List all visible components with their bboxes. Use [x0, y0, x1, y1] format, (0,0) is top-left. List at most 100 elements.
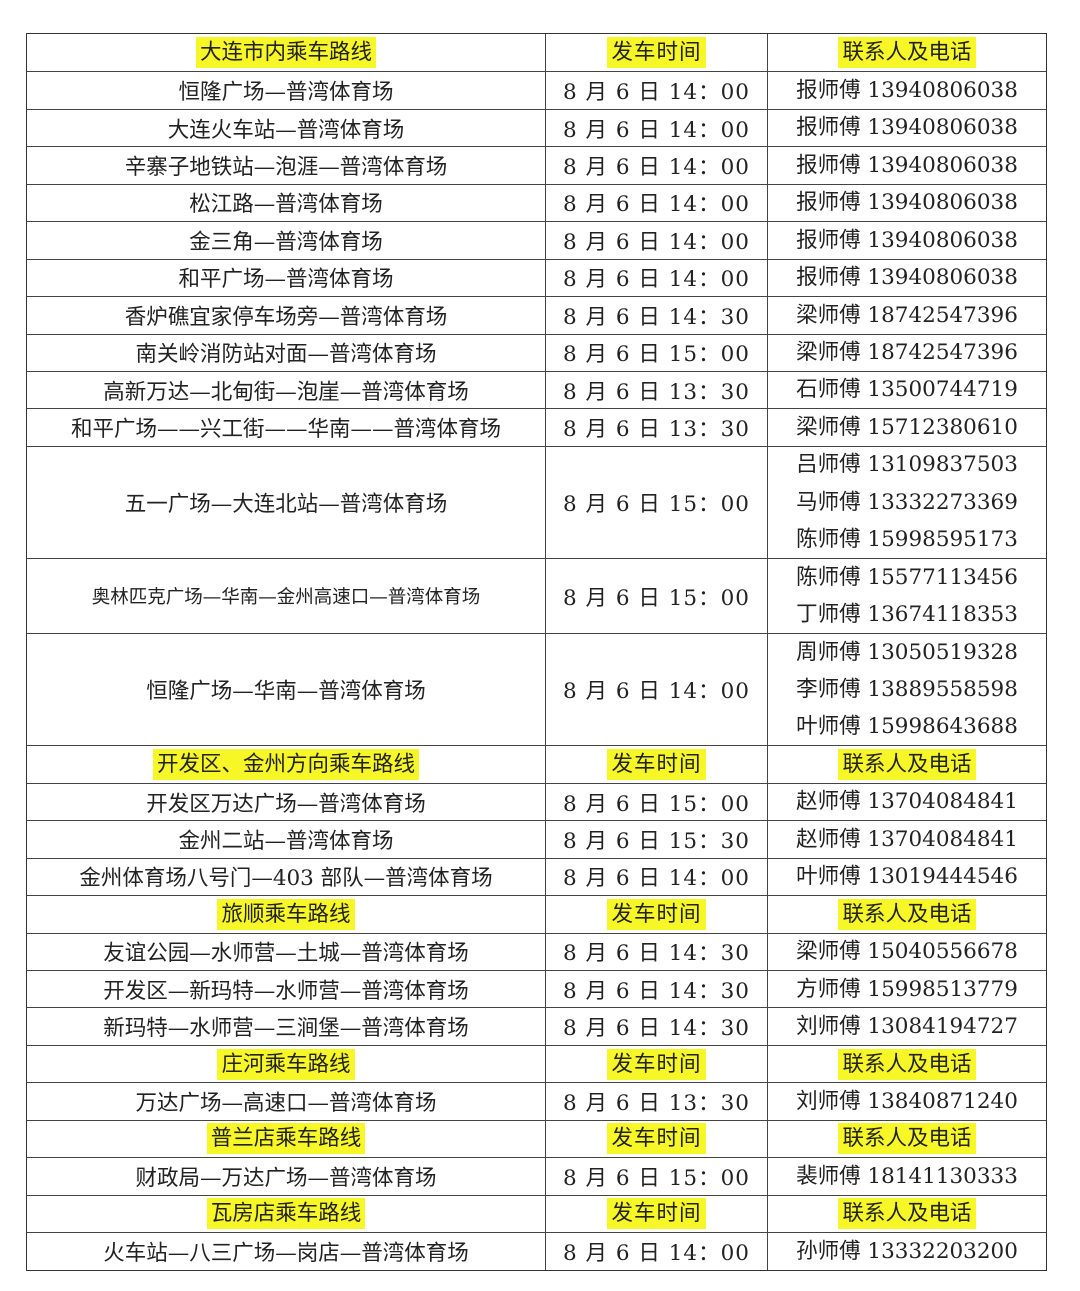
contact-cell: 周师傅 13050519328 李师傅 13889558598 叶师傅 159986…: [768, 634, 1046, 745]
route-cell: 辛寨子地铁站—泡涯—普湾体育场: [27, 147, 546, 184]
header-contact-cell: 联系人及电话: [768, 1046, 1046, 1082]
table-row: 和平广场—普湾体育场 8 月 6 日 14：00 报师傅 13940806038: [27, 258, 1046, 297]
contact-cell: 梁师傅 15040556678: [768, 934, 1046, 970]
departure-time-cell: 8 月 6 日 13：30: [546, 409, 768, 446]
header-route-cell: 大连市内乘车路线: [27, 34, 546, 72]
route-cell: 香炉礁宜家停车场旁—普湾体育场: [27, 297, 546, 334]
contact-entry: 赵师傅 13704084841: [796, 826, 1018, 852]
contact-cell: 叶师傅 13019444546: [768, 859, 1046, 895]
departure-time-cell: 8 月 6 日 13：30: [546, 1083, 768, 1120]
departure-time-cell: 8 月 6 日 14：00: [546, 184, 768, 222]
contact-entry: 报师傅 13940806038: [796, 227, 1018, 253]
contact-cell: 报师傅 13940806038: [768, 147, 1046, 183]
contact-entry: 梁师傅 15712380610: [796, 414, 1018, 440]
header-contact-cell: 联系人及电话: [768, 34, 1046, 71]
table-row: 香炉礁宜家停车场旁—普湾体育场 8 月 6 日 14：30 梁师傅 18742547…: [27, 296, 1046, 334]
contact-cell: 报师傅 13940806038: [768, 222, 1046, 258]
contact-cell: 报师傅 13940806038: [768, 260, 1046, 296]
contact-entry: 叶师傅 13019444546: [796, 864, 1018, 890]
table-row: 南关岭消防站对面—普湾体育场 8 月 6 日 15：00 梁师傅 187425473…: [27, 333, 1046, 371]
route-cell: 财政局—万达广场—普湾体育场: [27, 1158, 546, 1195]
table-row: 火车站—八三广场—岗店—普湾体育场 8 月 6 日 14：00 孙师傅 133322…: [27, 1232, 1046, 1270]
bus-route-table: 大连市内乘车路线 发车时间 联系人及电话 恒隆广场—普湾体育场 8 月 6 日 14：0…: [26, 33, 1047, 1271]
table-row: 新玛特—水师营—三涧堡—普湾体育场 8 月 6 日 14：30 刘师傅 130841…: [27, 1007, 1046, 1045]
contact-cell: 陈师傅 15577113456 丁师傅 13674118353: [768, 559, 1046, 633]
header-contact: 联系人及电话: [838, 37, 976, 69]
contact-cell: 赵师傅 13704084841: [768, 784, 1046, 820]
route-cell: 万达广场—高速口—普湾体育场: [27, 1083, 546, 1120]
header-route-cell: 普兰店乘车路线: [27, 1120, 546, 1158]
contact-cell: 梁师傅 18742547396: [768, 297, 1046, 333]
contact-entry: 报师傅 13940806038: [796, 115, 1018, 141]
table-row: 高新万达—北甸街—泡崖—普湾体育场 8 月 6 日 13：30 石师傅 135007…: [27, 370, 1046, 409]
contact-entry: 孙师傅 13332203200: [796, 1238, 1018, 1264]
route-cell: 火车站—八三广场—岗店—普湾体育场: [27, 1233, 546, 1270]
table-row: 友谊公园—水师营—土城—普湾体育场 8 月 6 日 14：30 梁师傅 150405…: [27, 932, 1046, 971]
route-cell: 和平广场——兴工街——华南——普湾体育场: [27, 409, 546, 446]
route-cell: 友谊公园—水师营—土城—普湾体育场: [27, 933, 546, 971]
departure-time-cell: 8 月 6 日 14：30: [546, 297, 768, 334]
route-cell: 开发区万达广场—普湾体育场: [27, 783, 546, 821]
table-row: 大连火车站—普湾体育场 8 月 6 日 14：00 报师傅 13940806038: [27, 108, 1046, 147]
header-contact-cell: 联系人及电话: [768, 1196, 1046, 1232]
header-time-cell: 发车时间: [546, 1195, 768, 1233]
header-time: 发车时间: [607, 749, 706, 781]
header-time: 发车时间: [607, 1123, 706, 1155]
header-route: 瓦房店乘车路线: [206, 1198, 366, 1230]
departure-time-cell: 8 月 6 日 14：00: [546, 634, 768, 746]
section-header-row: 普兰店乘车路线 发车时间 联系人及电话: [27, 1119, 1046, 1158]
contact-entry: 梁师傅 18742547396: [796, 340, 1018, 365]
header-route: 大连市内乘车路线: [195, 37, 376, 69]
table-row: 开发区—新玛特—水师营—普湾体育场 8 月 6 日 14：30 方师傅 159985…: [27, 970, 1046, 1008]
header-route-cell: 瓦房店乘车路线: [27, 1195, 546, 1233]
table-row: 辛寨子地铁站—泡涯—普湾体育场 8 月 6 日 14：00 报师傅 13940806…: [27, 146, 1046, 184]
route-cell: 恒隆广场—普湾体育场: [27, 72, 546, 109]
contact-entry: 报师傅 13940806038: [796, 190, 1018, 216]
contact-cell: 刘师傅 13084194727: [768, 1008, 1046, 1044]
route-cell: 高新万达—北甸街—泡崖—普湾体育场: [27, 371, 546, 409]
header-route-cell: 开发区、金州方向乘车路线: [27, 746, 546, 783]
table-row: 恒隆广场—普湾体育场 8 月 6 日 14：00 报师傅 13940806038: [27, 71, 1046, 109]
route-cell: 开发区—新玛特—水师营—普湾体育场: [27, 971, 546, 1008]
contact-cell: 梁师傅 15712380610: [768, 409, 1046, 445]
route-cell: 松江路—普湾体育场: [27, 184, 546, 222]
header-contact: 联系人及电话: [838, 1048, 976, 1080]
contact-entry: 李师傅 13889558598: [796, 677, 1018, 702]
table-row: 奥林匹克广场—华南—金州高速口—普湾体育场 8 月 6 日 15：00 陈师傅 15…: [27, 558, 1046, 634]
contact-entry: 周师傅 13050519328: [796, 639, 1018, 665]
departure-time-cell: 8 月 6 日 14：30: [546, 971, 768, 1008]
table-row: 松江路—普湾体育场 8 月 6 日 14：00 报师傅 13940806038: [27, 183, 1046, 222]
contact-entry: 报师傅 13940806038: [796, 77, 1018, 103]
route-cell: 五一广场—大连北站—普湾体育场: [27, 446, 546, 559]
header-route: 旅顺乘车路线: [217, 898, 355, 930]
header-time-cell: 发车时间: [546, 1045, 768, 1083]
contact-cell: 刘师傅 13840871240: [768, 1083, 1046, 1119]
contact-entry: 裴师傅 18141130333: [796, 1163, 1018, 1189]
table-row: 金州体育场八号门—403 部队—普湾体育场 8 月 6 日 14：00 叶师傅 13…: [27, 857, 1046, 896]
departure-time-cell: 8 月 6 日 15：00: [546, 559, 768, 634]
departure-time-cell: 8 月 6 日 14：00: [546, 109, 768, 147]
contact-cell: 石师傅 13500744719: [768, 372, 1046, 408]
section-header-row: 大连市内乘车路线 发车时间 联系人及电话: [27, 34, 1046, 72]
table-row: 开发区万达广场—普湾体育场 8 月 6 日 15：00 赵师傅 1370408484…: [27, 782, 1046, 821]
route-cell: 金州体育场八号门—403 部队—普湾体育场: [27, 858, 546, 896]
header-contact-cell: 联系人及电话: [768, 896, 1046, 932]
contact-entry: 马师傅 13332273369: [796, 489, 1018, 515]
contact-entry: 吕师傅 13109837503: [796, 452, 1018, 478]
contact-entry: 报师傅 13940806038: [796, 265, 1018, 291]
departure-time-cell: 8 月 6 日 15：00: [546, 446, 768, 559]
section-header-row: 瓦房店乘车路线 发车时间 联系人及电话: [27, 1194, 1046, 1233]
departure-time-cell: 8 月 6 日 14：00: [546, 147, 768, 184]
departure-time-cell: 8 月 6 日 15：00: [546, 1158, 768, 1195]
departure-time-cell: 8 月 6 日 14：00: [546, 72, 768, 109]
header-time-cell: 发车时间: [546, 896, 768, 933]
route-cell: 金三角—普湾体育场: [27, 222, 546, 259]
route-cell: 南关岭消防站对面—普湾体育场: [27, 334, 546, 371]
header-route-cell: 庄河乘车路线: [27, 1045, 546, 1083]
section-header-row: 旅顺乘车路线 发车时间 联系人及电话: [27, 895, 1046, 933]
departure-time-cell: 8 月 6 日 14：00: [546, 222, 768, 259]
contact-entry: 方师傅 15998513779: [796, 976, 1018, 1002]
departure-time-cell: 8 月 6 日 14：30: [546, 933, 768, 971]
header-time-cell: 发车时间: [546, 34, 768, 72]
contact-cell: 梁师傅 18742547396: [768, 335, 1046, 371]
